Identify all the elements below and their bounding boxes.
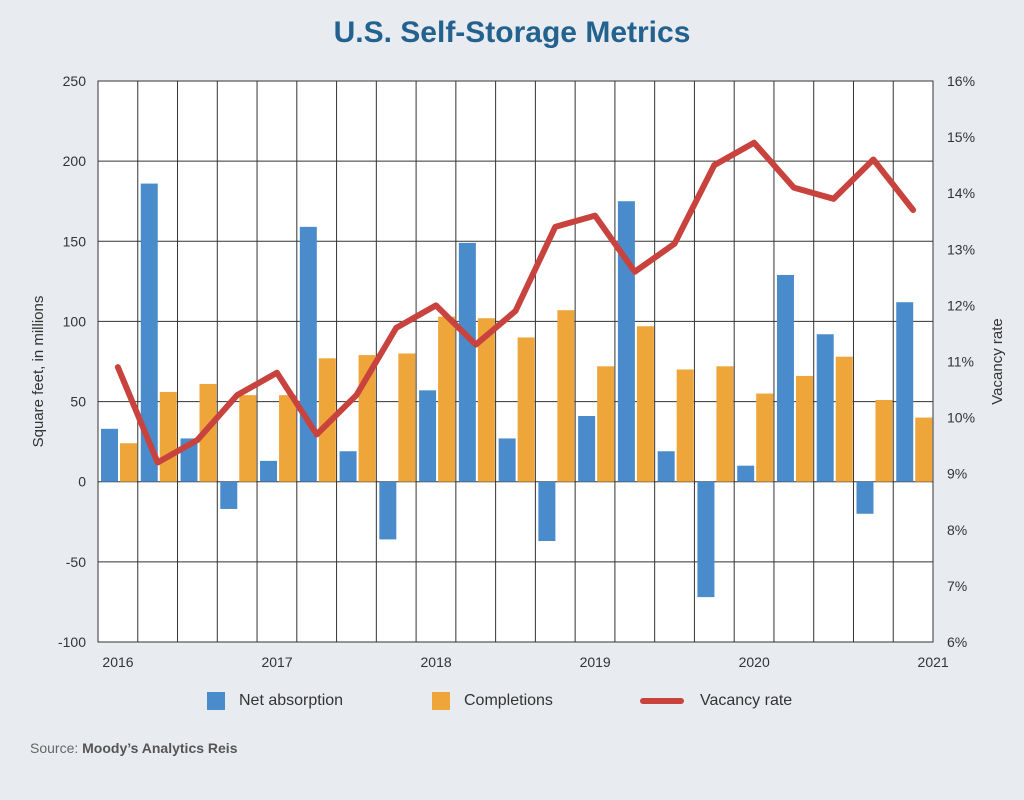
bar-completions (597, 366, 615, 482)
y2-axis-title: Vacancy rate (989, 318, 1006, 404)
bar-completions (676, 369, 694, 482)
bar-completions (557, 310, 575, 482)
bar-net-absorption (697, 481, 715, 598)
source-prefix: Source: (30, 740, 79, 756)
y2-tick-label: 10% (947, 410, 975, 426)
y2-tick-label: 9% (947, 466, 967, 482)
legend-label-completions: Completions (464, 692, 553, 709)
bar-net-absorption (816, 334, 834, 482)
legend-item-completions: Completions (432, 692, 553, 710)
bar-completions (239, 395, 257, 482)
bar-net-absorption (856, 481, 874, 514)
completions-swatch (432, 692, 450, 710)
y-axis-title: Square feet, in millions (30, 296, 47, 448)
net-absorption-swatch (207, 692, 225, 710)
bar-completions (517, 337, 535, 482)
bar-completions (716, 366, 734, 482)
plot-border (97, 80, 934, 643)
legend-label-vacancy-rate: Vacancy rate (700, 692, 793, 709)
plot-area (98, 81, 933, 642)
bar-completions (120, 443, 137, 482)
bar-completions (875, 399, 893, 482)
bar-net-absorption (458, 242, 476, 482)
bar-net-absorption (339, 451, 357, 482)
source-note: Source: Moody’s Analytics Reis (30, 740, 237, 756)
legend-item-net-absorption: Net absorption (207, 692, 343, 710)
x-tick-label: 2017 (261, 654, 292, 670)
y2-tick-label: 12% (947, 297, 975, 313)
bar-completions (477, 318, 495, 482)
bar-completions (795, 375, 813, 482)
y-tick-label: -100 (58, 634, 86, 650)
bar-net-absorption (896, 302, 914, 482)
x-tick-label: 2021 (918, 654, 949, 670)
bar-completions (438, 316, 456, 482)
y-tick-label: 50 (70, 394, 86, 410)
bar-net-absorption (419, 390, 437, 482)
x-tick-label: 2018 (421, 654, 452, 670)
chart-title: U.S. Self-Storage Metrics (333, 16, 691, 49)
bar-completions (199, 383, 217, 482)
y2-tick-label: 11% (947, 354, 974, 370)
bar-net-absorption (140, 183, 158, 482)
bar-completions (915, 417, 933, 482)
bar-net-absorption (538, 481, 556, 542)
y2-tick-label: 7% (947, 578, 967, 594)
combo-chart: -100 -50 0 50 100 150 200 250 6% 7% 8% 9% 10% 11% 12% 1… (30, 73, 1006, 670)
y-tick-label: 150 (63, 233, 87, 249)
bar-net-absorption (220, 481, 238, 509)
y-tick-label: 0 (78, 474, 86, 490)
legend-item-vacancy-rate: Vacancy rate (640, 692, 792, 710)
line-vacancy-rate (114, 139, 917, 466)
bar-completions (279, 395, 297, 482)
y2-tick-label: 15% (947, 129, 975, 145)
bar-net-absorption (737, 465, 755, 482)
bar-net-absorption (260, 460, 278, 482)
bar-completions (756, 393, 774, 482)
bar-net-absorption (379, 481, 397, 540)
y-tick-label: 100 (63, 313, 87, 329)
x-tick-label: 2016 (102, 654, 133, 670)
vacancy-rate-swatch (640, 698, 684, 704)
y2-tick-label: 14% (947, 185, 975, 201)
bar-net-absorption (657, 451, 675, 482)
bar-completions (159, 391, 177, 482)
y-tick-label: 250 (63, 73, 87, 89)
y2-tick-label: 6% (947, 634, 967, 650)
y2-tick-label: 16% (947, 73, 975, 89)
y2-tick-label: 13% (947, 241, 975, 257)
bar-completions (398, 353, 416, 482)
source-name: Moody’s Analytics Reis (82, 740, 238, 756)
bar-completions (835, 356, 853, 482)
bar-net-absorption (299, 226, 317, 482)
x-tick-label: 2020 (739, 654, 770, 670)
legend: Net absorption Completions Vacancy rate (0, 692, 1024, 718)
y-tick-label: -50 (66, 554, 86, 570)
y-tick-label: 200 (63, 153, 87, 169)
bar-net-absorption (617, 201, 635, 482)
legend-label-net-absorption: Net absorption (239, 692, 344, 709)
y2-tick-label: 8% (947, 522, 967, 538)
bar-completions (636, 326, 654, 482)
bar-net-absorption (498, 438, 516, 482)
bar-net-absorption (776, 274, 794, 482)
x-tick-label: 2019 (580, 654, 611, 670)
bar-net-absorption (101, 428, 118, 482)
bar-net-absorption (578, 415, 596, 482)
